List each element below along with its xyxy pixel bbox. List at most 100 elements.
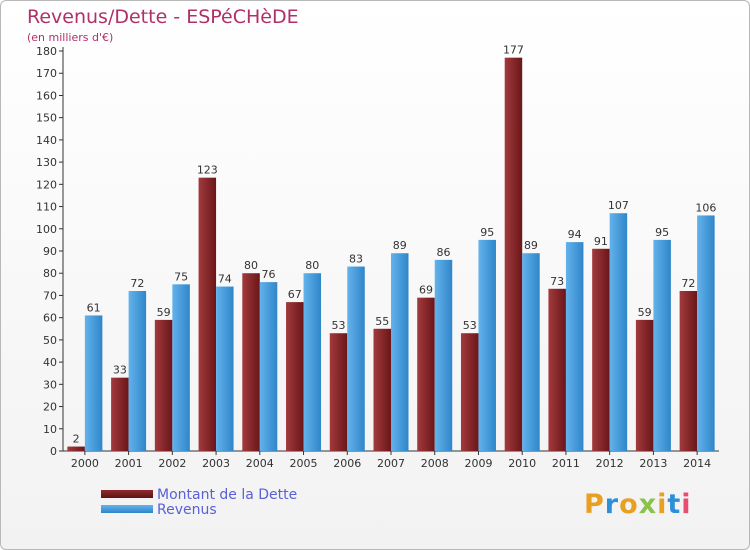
- data-label-debt: 67: [288, 288, 302, 301]
- bar-revenue: [697, 215, 715, 451]
- chart-subtitle: (en milliers d'€): [27, 31, 114, 44]
- bar-debt: [460, 333, 479, 451]
- chart-title: Revenus/Dette - ESPéCHèDE: [27, 6, 299, 28]
- data-label-debt: 59: [157, 306, 171, 319]
- data-label-revenue: 75: [174, 270, 188, 283]
- data-label-debt: 69: [419, 284, 433, 297]
- data-label-revenue: 74: [218, 273, 232, 286]
- data-label-revenue: 95: [655, 226, 669, 239]
- proxiti-logo: Proxiti: [584, 489, 692, 520]
- data-label-revenue: 106: [695, 201, 716, 214]
- bar-revenue: [434, 259, 453, 451]
- bar-revenue: [565, 242, 584, 451]
- y-tick-label: 120: [36, 178, 57, 191]
- bar-revenue: [128, 291, 147, 451]
- bar-debt: [67, 446, 85, 451]
- y-tick-label: 50: [43, 334, 57, 347]
- x-tick-label: 2001: [115, 457, 143, 470]
- legend-label-debt: Montant de la Dette: [157, 487, 298, 503]
- x-tick-label: 2002: [158, 457, 186, 470]
- y-tick-label: 160: [36, 89, 57, 102]
- data-label-revenue: 83: [349, 253, 363, 266]
- y-tick-label: 90: [43, 245, 57, 258]
- x-tick-label: 2012: [596, 457, 624, 470]
- x-tick-label: 2014: [683, 457, 711, 470]
- bar-debt: [154, 319, 173, 451]
- bar-revenue: [259, 282, 278, 451]
- bar-debt: [504, 57, 523, 452]
- x-tick-label: 2010: [508, 457, 536, 470]
- bar-debt: [679, 291, 698, 451]
- legend-swatch-revenue: [101, 505, 153, 513]
- data-label-revenue: 76: [262, 268, 276, 281]
- bar-debt: [242, 273, 260, 451]
- bar-debt: [198, 177, 217, 451]
- bar-debt: [373, 328, 391, 451]
- y-tick-label: 40: [43, 356, 57, 369]
- y-tick-label: 170: [36, 67, 57, 80]
- bar-debt: [635, 319, 654, 451]
- y-tick-label: 110: [36, 201, 57, 214]
- y-tick-label: 10: [43, 423, 57, 436]
- x-tick-label: 2005: [290, 457, 318, 470]
- data-label-debt: 33: [113, 364, 127, 377]
- legend-label-revenue: Revenus: [157, 502, 217, 518]
- data-label-revenue: 89: [393, 239, 407, 252]
- bar-revenue: [84, 315, 103, 451]
- bar-revenue: [347, 266, 365, 451]
- bar-debt: [417, 297, 435, 451]
- data-label-revenue: 86: [436, 246, 450, 259]
- x-tick-label: 2004: [246, 457, 274, 470]
- bar-debt: [286, 302, 304, 451]
- y-tick-label: 0: [50, 445, 57, 458]
- bar-revenue: [391, 253, 409, 451]
- y-tick-label: 140: [36, 134, 57, 147]
- x-tick-label: 2007: [377, 457, 405, 470]
- y-tick-label: 150: [36, 112, 57, 125]
- data-label-debt: 2: [73, 433, 80, 446]
- bar-revenue: [216, 286, 234, 451]
- data-label-revenue: 95: [480, 226, 494, 239]
- data-label-debt: 80: [244, 259, 258, 272]
- data-label-debt: 55: [375, 315, 389, 328]
- y-tick-label: 20: [43, 401, 57, 414]
- x-tick-label: 2008: [421, 457, 449, 470]
- data-label-debt: 53: [332, 319, 346, 332]
- bar-debt: [592, 248, 610, 451]
- data-label-debt: 59: [638, 306, 652, 319]
- data-labels: 2 61 33 72 59 75 123 74 80 76 67 80 53 83 55 89 69 86 53 95…: [73, 44, 717, 446]
- y-tick-label: 100: [36, 223, 57, 236]
- bar-revenue: [303, 273, 322, 451]
- y-tick-label: 130: [36, 156, 57, 169]
- bar-debt: [329, 333, 348, 451]
- x-tick-label: 2009: [464, 457, 492, 470]
- legend-swatch-debt: [101, 490, 153, 498]
- data-label-debt: 177: [503, 44, 524, 57]
- data-label-revenue: 107: [608, 199, 629, 212]
- y-tick-label: 60: [43, 312, 57, 325]
- data-label-revenue: 94: [568, 228, 582, 241]
- x-tick-label: 2006: [333, 457, 361, 470]
- data-label-revenue: 72: [130, 277, 144, 290]
- data-label-debt: 91: [594, 235, 608, 248]
- y-tick-label: 70: [43, 289, 57, 302]
- x-tick-label: 2013: [639, 457, 667, 470]
- bar-revenue: [522, 253, 540, 451]
- bar-revenue: [609, 213, 628, 451]
- data-label-debt: 72: [681, 277, 695, 290]
- data-label-revenue: 61: [87, 301, 101, 314]
- data-label-revenue: 80: [305, 259, 319, 272]
- bar-revenue: [478, 239, 496, 451]
- data-label-debt: 73: [550, 275, 564, 288]
- x-tick-label: 2003: [202, 457, 230, 470]
- x-tick-label: 2000: [71, 457, 99, 470]
- data-label-debt: 53: [463, 319, 477, 332]
- data-label-debt: 123: [197, 164, 218, 177]
- bar-revenue: [172, 284, 190, 451]
- data-label-revenue: 89: [524, 239, 538, 252]
- bars: [67, 57, 715, 452]
- y-tick-label: 80: [43, 267, 57, 280]
- bar-debt: [548, 288, 566, 451]
- bar-debt: [111, 377, 129, 451]
